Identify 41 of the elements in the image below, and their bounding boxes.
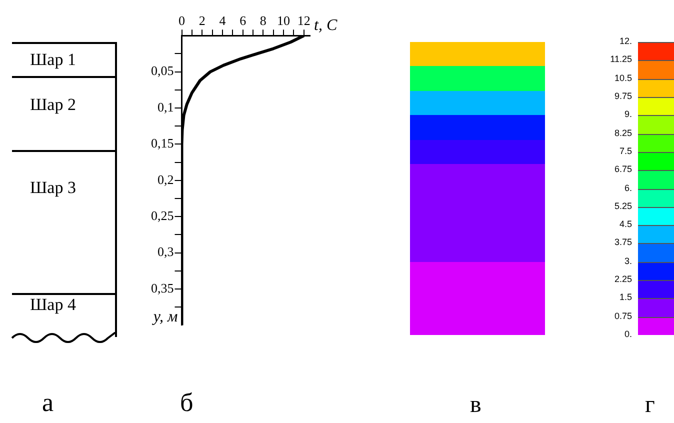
color-bar-label: 2.25 xyxy=(614,274,632,286)
x-tick-label: 8 xyxy=(260,13,266,28)
color-bar-label: 3. xyxy=(624,256,632,268)
color-bar-label: 5.25 xyxy=(614,200,632,213)
color-bar-label: 9.75 xyxy=(614,90,632,103)
y-tick-label: 0,25 xyxy=(151,208,174,224)
x-tick-label: 4 xyxy=(219,13,226,28)
text: Шар 2 xyxy=(30,95,76,115)
text: Шар 3 xyxy=(30,178,76,198)
y-tick-label: 0,15 xyxy=(151,136,174,151)
text: г xyxy=(645,392,655,419)
color-bar-label: 10.5 xyxy=(614,72,632,85)
color-bar-label: 8.25 xyxy=(614,128,632,140)
x-tick-label: 6 xyxy=(240,13,247,28)
text: Шар 4 xyxy=(30,295,76,315)
text: в xyxy=(470,392,482,419)
color-bar-label: 0. xyxy=(624,329,632,341)
text: Шар 1 xyxy=(30,50,76,70)
color-bar-label: 4.5 xyxy=(619,219,632,232)
y-tick-label: 0,2 xyxy=(158,172,174,187)
color-bar-label: 1.5 xyxy=(619,292,632,304)
color-bar-label: 3.75 xyxy=(614,237,632,250)
y-tick-label: 0,05 xyxy=(151,63,174,78)
text: а xyxy=(42,388,54,418)
y-axis-title: y, м xyxy=(151,308,178,326)
color-bar-label: 0.75 xyxy=(614,310,632,323)
y-tick-label: 0,1 xyxy=(158,99,174,114)
x-tick-label: 12 xyxy=(297,13,310,28)
color-bar-label: 9. xyxy=(624,109,632,122)
y-tick-label: 0,3 xyxy=(158,244,174,260)
x-tick-label: 0 xyxy=(178,13,185,28)
text: б xyxy=(180,388,194,418)
x-tick-label: 2 xyxy=(198,13,206,28)
x-tick-label: 10 xyxy=(277,13,290,28)
x-axis-title: t, C xyxy=(314,16,338,34)
color-bar-label: 7.5 xyxy=(619,146,632,158)
color-bar-label: 6.75 xyxy=(614,164,632,176)
y-tick-label: 0,35 xyxy=(151,280,174,296)
color-bar-label: 12. xyxy=(619,36,632,48)
color-bar-label: 6. xyxy=(624,182,632,194)
color-bar-label: 11.25 xyxy=(610,54,632,66)
